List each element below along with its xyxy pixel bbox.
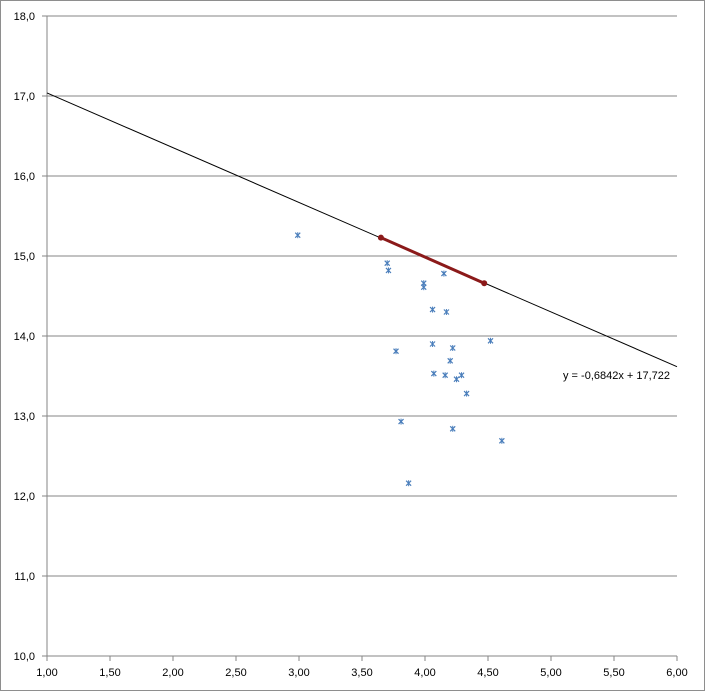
gridlines xyxy=(47,15,677,577)
y-tick-label: 15,0 xyxy=(14,251,35,263)
y-tick-label: 17,0 xyxy=(14,91,35,103)
y-tick-labels: 10,0 11,0 12,0 13,0 14,0 15,0 16,0 17,0 18,0 xyxy=(14,11,35,663)
data-point xyxy=(420,284,427,291)
x-tick-label: 4,50 xyxy=(477,667,498,679)
x-tick-label: 3,50 xyxy=(351,667,372,679)
data-point xyxy=(458,372,465,379)
y-tick-label: 16,0 xyxy=(14,171,35,183)
trendline-equation: y = -0,6842x + 17,722 xyxy=(563,370,670,382)
x-tick-labels: 1,00 1,50 2,00 2,50 3,00 3,50 4,00 4,50 5,00 5,50… xyxy=(36,667,687,679)
data-point xyxy=(449,425,456,432)
data-points xyxy=(294,232,505,487)
x-tick-label: 3,00 xyxy=(288,667,309,679)
trendline-line xyxy=(46,92,678,368)
data-point xyxy=(393,348,399,355)
data-point xyxy=(440,270,447,277)
data-point xyxy=(405,480,412,487)
data-point xyxy=(447,357,454,364)
y-tick-label: 13,0 xyxy=(14,411,35,423)
x-tick-label: 1,50 xyxy=(99,667,120,679)
data-point xyxy=(487,337,494,344)
data-point xyxy=(430,370,437,377)
highlight-point xyxy=(377,234,384,241)
x-tick-label: 2,00 xyxy=(162,667,183,679)
data-point xyxy=(294,232,301,239)
data-point xyxy=(429,341,436,347)
data-point xyxy=(463,390,470,397)
data-point xyxy=(442,372,449,379)
data-point xyxy=(453,376,460,383)
trendline xyxy=(46,92,678,368)
x-tick-label: 6,00 xyxy=(666,667,687,679)
y-tick-label: 10,0 xyxy=(14,651,35,663)
x-tick-label: 5,00 xyxy=(540,667,561,679)
data-point xyxy=(385,267,392,274)
axes xyxy=(42,15,678,661)
x-tick-label: 4,00 xyxy=(414,667,435,679)
x-tick-label: 2,50 xyxy=(225,667,246,679)
y-tick-label: 14,0 xyxy=(14,331,35,343)
data-point xyxy=(429,306,436,313)
y-tick-label: 11,0 xyxy=(14,571,35,583)
data-point xyxy=(398,418,404,425)
x-tick-label: 1,00 xyxy=(36,667,57,679)
data-point xyxy=(443,309,450,315)
data-point xyxy=(498,437,505,444)
data-point xyxy=(384,260,391,267)
data-point xyxy=(449,345,456,351)
highlight-point xyxy=(481,280,488,287)
highlight-segment xyxy=(380,236,485,285)
y-tick-label: 18,0 xyxy=(14,11,35,23)
x-tick-label: 5,50 xyxy=(603,667,624,679)
y-tick-label: 12,0 xyxy=(14,491,35,503)
